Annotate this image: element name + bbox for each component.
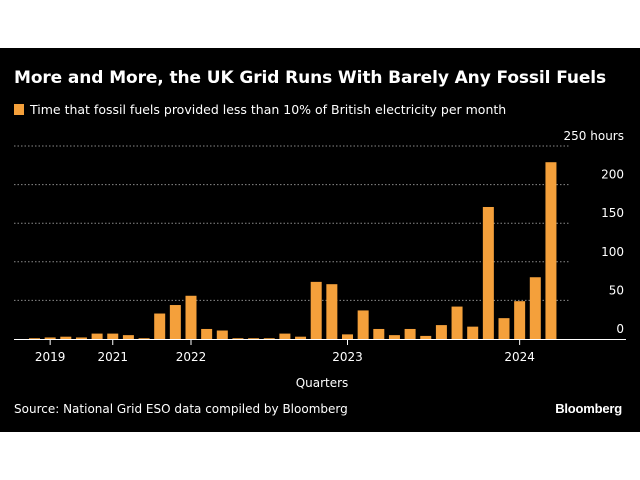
bar bbox=[295, 336, 307, 339]
bar bbox=[404, 328, 416, 339]
x-tick-label: 2019 bbox=[35, 350, 66, 364]
x-axis-title: Quarters bbox=[296, 376, 349, 390]
bar bbox=[107, 333, 119, 339]
x-tick-label: 2021 bbox=[97, 350, 128, 364]
bar bbox=[29, 338, 40, 339]
legend-swatch bbox=[14, 104, 24, 115]
chart-title: More and More, the UK Grid Runs With Bar… bbox=[14, 68, 607, 88]
bar bbox=[467, 326, 479, 339]
y-tick-label: 200 bbox=[601, 168, 624, 182]
bar bbox=[154, 313, 166, 339]
bar bbox=[545, 162, 557, 339]
bar bbox=[435, 325, 447, 339]
y-tick-label: 250 hours bbox=[564, 129, 624, 143]
legend-label: Time that fossil fuels provided less tha… bbox=[30, 102, 507, 117]
bar bbox=[310, 281, 322, 339]
bar bbox=[263, 338, 275, 339]
bar bbox=[482, 206, 494, 339]
bar bbox=[248, 338, 260, 339]
bar bbox=[122, 335, 134, 339]
bar bbox=[185, 295, 197, 339]
chart-card: More and More, the UK Grid Runs With Bar… bbox=[0, 48, 640, 432]
bar bbox=[451, 306, 463, 339]
bar bbox=[44, 337, 56, 339]
bar bbox=[60, 336, 72, 339]
bar bbox=[216, 330, 228, 339]
bar bbox=[279, 333, 291, 339]
bar bbox=[201, 328, 213, 339]
bars bbox=[29, 162, 557, 339]
bar bbox=[514, 301, 526, 339]
bar bbox=[138, 338, 150, 339]
bar bbox=[373, 328, 385, 339]
y-tick-label: 50 bbox=[609, 283, 624, 297]
legend: Time that fossil fuels provided less tha… bbox=[14, 102, 506, 117]
bar bbox=[388, 335, 400, 339]
bar bbox=[232, 338, 244, 339]
y-tick-label: 150 bbox=[601, 206, 624, 220]
bar bbox=[498, 318, 510, 339]
bar bbox=[326, 284, 338, 339]
bar bbox=[91, 333, 103, 339]
y-tick-label: 100 bbox=[601, 245, 624, 259]
x-tick-label: 2023 bbox=[332, 350, 363, 364]
y-axis-labels: 0 50 100 150 200 250 hours bbox=[564, 129, 624, 336]
bar bbox=[75, 337, 87, 339]
x-tick-label: 2022 bbox=[176, 350, 207, 364]
bar bbox=[357, 310, 369, 339]
bar bbox=[529, 277, 541, 339]
bloomberg-logo: Bloomberg bbox=[555, 401, 622, 416]
bar bbox=[420, 335, 432, 339]
x-tick-label: 2024 bbox=[504, 350, 535, 364]
bar bbox=[169, 305, 181, 339]
x-axis-labels: 2019 2021 2022 2023 2024 bbox=[35, 339, 535, 364]
gridlines bbox=[14, 145, 570, 301]
bar bbox=[342, 334, 353, 339]
source-note: Source: National Grid ESO data compiled … bbox=[14, 402, 348, 416]
y-tick-label: 0 bbox=[616, 322, 624, 336]
